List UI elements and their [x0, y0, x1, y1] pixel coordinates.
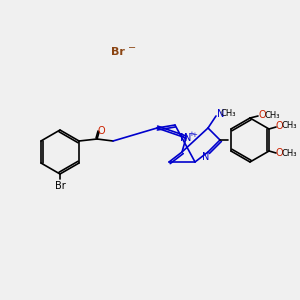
Text: +: + [188, 131, 194, 137]
Text: O: O [275, 121, 283, 131]
Text: +: + [191, 132, 197, 138]
Text: N: N [184, 133, 192, 143]
Text: O: O [275, 148, 283, 158]
Text: CH₃: CH₃ [281, 122, 297, 130]
Text: O: O [258, 110, 266, 120]
Text: Br: Br [55, 181, 65, 191]
Text: N: N [202, 152, 210, 162]
Text: −: − [128, 43, 136, 53]
Text: CH₃: CH₃ [264, 110, 280, 119]
Text: N: N [217, 109, 225, 119]
Text: O: O [97, 126, 105, 136]
Text: CH₃: CH₃ [220, 110, 236, 118]
Text: Br: Br [111, 47, 125, 57]
Text: CH₃: CH₃ [281, 149, 297, 158]
Text: N: N [180, 133, 188, 143]
